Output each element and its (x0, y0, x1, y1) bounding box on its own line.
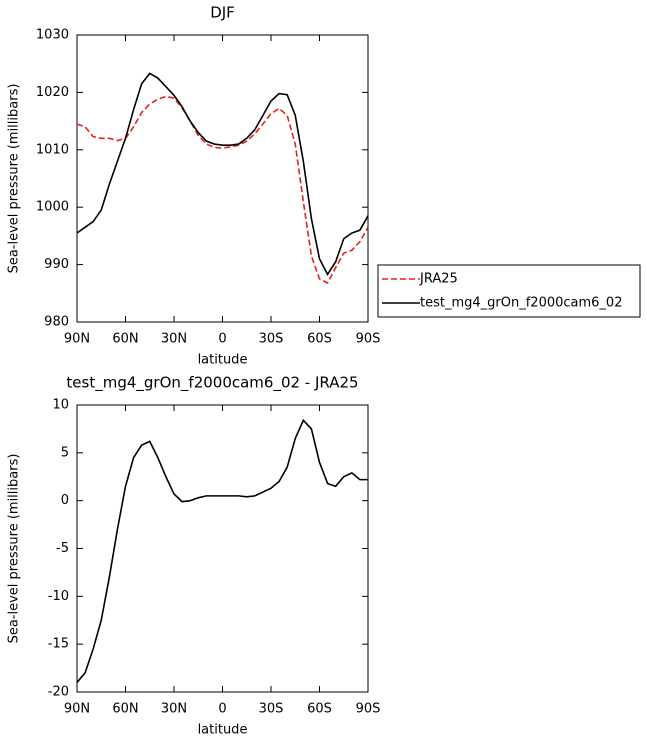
chart-title: DJF (210, 4, 235, 22)
y-tick-label: 980 (44, 315, 69, 330)
y-tick-label: -10 (48, 589, 69, 604)
y-axis-label: Sea-level pressure (millibars) (7, 454, 22, 644)
x-tick-label: 90S (356, 702, 381, 717)
legend-box (377, 264, 641, 318)
y-tick-label: 0 (61, 493, 69, 508)
x-tick-label: 30N (161, 332, 187, 347)
y-tick-label: -15 (48, 637, 69, 652)
x-tick-label: 30S (259, 332, 284, 347)
y-tick-label: 5 (61, 445, 69, 460)
x-axis-label: latitude (198, 723, 248, 738)
x-tick-label: 90S (356, 332, 381, 347)
x-axis-label: latitude (198, 353, 248, 368)
y-tick-label: 1020 (36, 85, 69, 100)
legend-label: test_mg4_grOn_f2000cam6_02 (420, 296, 622, 311)
x-tick-label: 60N (112, 702, 138, 717)
x-tick-label: 0 (218, 702, 226, 717)
y-tick-label: 1030 (36, 28, 69, 43)
y-tick-label: 990 (44, 257, 69, 272)
y-axis-label: Sea-level pressure (millibars) (7, 84, 22, 274)
x-tick-label: 0 (218, 332, 226, 347)
data-line (76, 418, 368, 683)
y-tick-label: 10 (52, 398, 69, 413)
y-tick-label: -20 (48, 685, 69, 700)
x-tick-label: 60N (112, 332, 138, 347)
plot-frame (76, 404, 369, 693)
data-line (76, 95, 369, 285)
y-tick-label: 1000 (36, 200, 69, 215)
legend-label: JRA25 (419, 272, 458, 287)
x-tick-label: 60S (307, 332, 332, 347)
y-tick-label: -5 (56, 541, 69, 556)
x-tick-label: 90N (64, 702, 90, 717)
y-tick-label: 1010 (36, 142, 69, 157)
x-tick-label: 30N (161, 702, 187, 717)
x-tick-label: 60S (307, 702, 332, 717)
x-tick-label: 90N (64, 332, 90, 347)
plot-frame (76, 34, 369, 323)
x-tick-label: 30S (259, 702, 284, 717)
chart-title: test_mg4_grOn_f2000cam6_02 - JRA25 (66, 374, 358, 393)
data-line (76, 72, 369, 276)
